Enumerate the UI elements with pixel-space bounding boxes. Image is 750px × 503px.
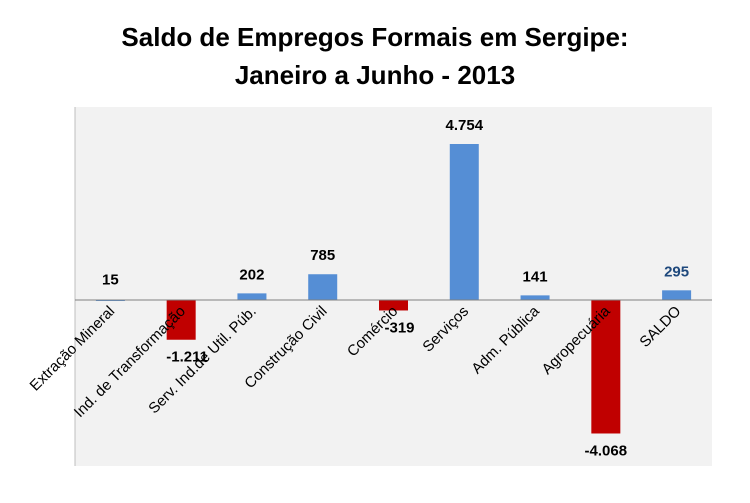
data-label: -319 <box>384 319 414 336</box>
data-label: 295 <box>664 263 689 280</box>
bar <box>662 290 692 300</box>
data-label: 202 <box>239 266 264 283</box>
bar <box>308 274 338 300</box>
chart-title-line2: Janeiro a Junho - 2013 <box>234 60 516 90</box>
bar <box>379 300 408 311</box>
data-label: 141 <box>523 268 548 285</box>
bar <box>237 293 267 300</box>
data-label: 4.754 <box>446 117 484 134</box>
data-label: -1.211 <box>166 349 208 366</box>
data-label: -4.068 <box>585 442 628 459</box>
bar <box>591 300 621 434</box>
bar <box>520 295 550 300</box>
bar <box>449 144 479 300</box>
chart-title-line1: Saldo de Empregos Formais em Sergipe: <box>121 22 629 52</box>
data-label: 785 <box>310 247 335 264</box>
bar <box>166 300 196 340</box>
data-label: 15 <box>102 272 119 289</box>
